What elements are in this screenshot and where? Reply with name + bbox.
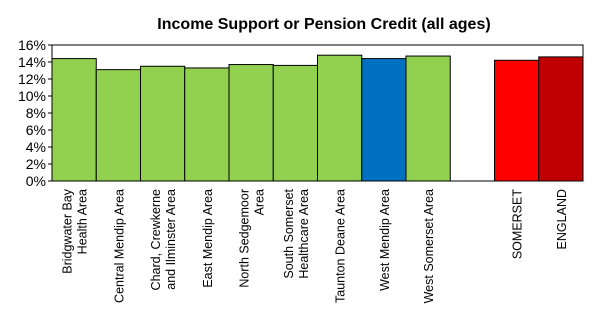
x-tick-label: West Somerset Area — [422, 189, 436, 303]
x-tick-label-line: East Mendip Area — [201, 189, 215, 288]
y-axis: 0%2%4%6%8%10%12%14%16% — [18, 37, 52, 189]
x-tick-label-line: Central Mendip Area — [112, 189, 126, 303]
chart-title: Income Support or Pension Credit (all ag… — [157, 16, 490, 33]
y-tick-label: 4% — [26, 139, 46, 155]
x-tick-label-line: West Mendip Area — [378, 189, 392, 291]
bar — [538, 56, 584, 182]
x-tick-label: West Mendip Area — [378, 189, 392, 291]
x-tick-label: Taunton Deane Area — [334, 189, 348, 303]
y-tick-label: 8% — [26, 105, 46, 121]
bar — [272, 64, 318, 182]
x-tick-label: SOMERSET — [511, 189, 525, 260]
x-tick-label: ENGLAND — [555, 189, 569, 249]
x-tick-label-line: South Somerset — [282, 188, 296, 278]
y-tick-label: 14% — [18, 54, 46, 70]
x-tick-label: Bridgwater Bay Health Area — [61, 188, 90, 274]
x-tick-label: South Somerset Healthcare Area — [282, 188, 311, 278]
x-tick-label-line: Bridgwater Bay — [61, 188, 75, 274]
x-tick-label-line: Health Area — [76, 189, 90, 254]
bar — [317, 54, 363, 182]
y-tick-label: 6% — [26, 122, 46, 138]
x-tick-label: North Sedgemoor Area — [238, 189, 267, 288]
x-tick-label-line: ENGLAND — [555, 189, 569, 249]
bar — [494, 59, 540, 182]
x-axis-labels: Bridgwater Bay Health Area Central Mendip … — [61, 188, 569, 303]
bar — [228, 64, 274, 182]
x-tick-label-line: West Somerset Area — [422, 189, 436, 303]
bar — [51, 58, 97, 182]
x-tick-label-line: Area — [253, 189, 267, 215]
bars — [51, 54, 584, 182]
x-tick-label-line: North Sedgemoor — [238, 189, 252, 288]
y-tick-label: 2% — [26, 156, 46, 172]
bar — [361, 58, 407, 182]
bar — [95, 69, 141, 182]
x-tick-label-line: Taunton Deane Area — [334, 189, 348, 303]
y-tick-label: 16% — [18, 37, 46, 53]
x-tick-label: East Mendip Area — [201, 189, 215, 288]
bar — [184, 67, 230, 182]
y-tick-label: 12% — [18, 71, 46, 87]
y-tick-label: 0% — [26, 173, 46, 189]
x-tick-label-line: Chard, Crewkerne — [149, 189, 163, 290]
x-tick-label-line: Healthcare Area — [297, 189, 311, 279]
x-tick-label: Central Mendip Area — [112, 189, 126, 303]
y-tick-label: 10% — [18, 88, 46, 104]
x-tick-label-line: SOMERSET — [511, 189, 525, 260]
bar — [140, 65, 186, 182]
bar — [405, 55, 451, 182]
x-tick-label: Chard, Crewkerne and Ilminster Area — [149, 189, 178, 290]
x-tick-label-line: and Ilminster Area — [164, 189, 178, 290]
